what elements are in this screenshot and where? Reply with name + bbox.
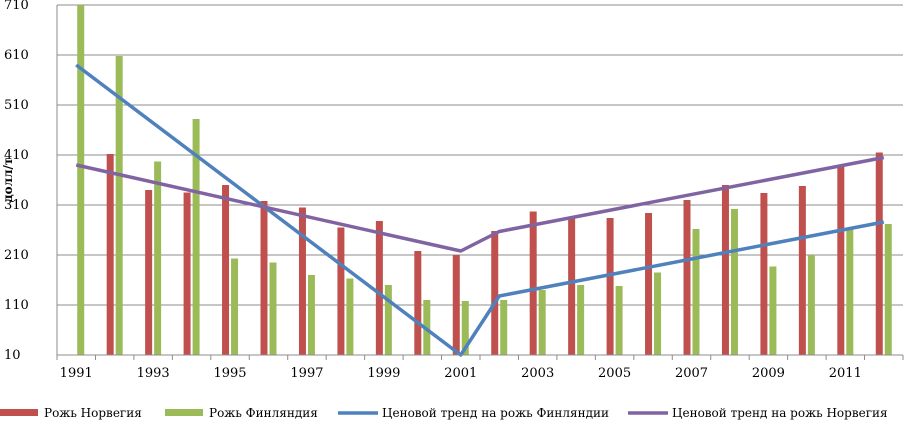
bar-finland (384, 285, 392, 355)
bar-finland (231, 258, 239, 355)
bar-layer (77, 5, 892, 355)
bar-finland (846, 228, 854, 355)
bar-finland (769, 266, 777, 355)
bar-norway (183, 192, 191, 355)
bar-norway (106, 154, 114, 355)
x-tick-label: 2009 (752, 366, 785, 381)
x-tick-label: 2005 (598, 366, 631, 381)
x-tick-label: 1993 (137, 366, 170, 381)
bar-finland (538, 290, 546, 355)
bar-finland (461, 301, 469, 355)
legend-label: Ценовой тренд на рожь Финляндии (382, 406, 609, 420)
legend-swatch (0, 409, 38, 416)
bar-norway (837, 165, 845, 355)
bar-norway (375, 221, 383, 355)
legend-swatch (165, 409, 203, 416)
bar-finland (269, 262, 277, 355)
x-tick-label: 1999 (367, 366, 400, 381)
bar-finland (154, 161, 162, 355)
bar-finland (500, 300, 508, 355)
bar-norway (222, 185, 230, 355)
bar-finland (615, 286, 623, 355)
legend-label: Ценовой тренд на рожь Норвегия (672, 406, 888, 420)
bar-norway (606, 218, 614, 355)
bar-finland (730, 209, 738, 355)
bar-norway (760, 193, 768, 355)
x-tick-label: 2007 (675, 366, 708, 381)
bar-norway (645, 213, 653, 355)
bar-norway (798, 186, 806, 355)
line-layer (75, 63, 885, 357)
y-tick-label: 110 (4, 298, 29, 313)
bar-norway (337, 227, 345, 355)
bar-norway (260, 201, 268, 355)
y-axis-label: долл/т (1, 158, 15, 203)
trend-line-norway (75, 155, 885, 253)
x-tick-label: 1991 (60, 366, 93, 381)
bar-finland (654, 272, 662, 355)
x-tick-label: 2001 (444, 366, 477, 381)
bar-finland (884, 224, 892, 355)
y-tick-label: 510 (4, 98, 29, 113)
legend: Рожь Норвегия Рожь Финляндия Ценовой тренд… (0, 406, 888, 420)
bar-norway (145, 190, 153, 355)
bar-finland (346, 278, 354, 355)
bar-norway (568, 216, 576, 355)
y-tick-label: 10 (4, 348, 21, 363)
bar-finland (692, 229, 700, 355)
bar-norway (875, 152, 883, 355)
bar-norway (683, 200, 691, 355)
y-tick-label: 410 (4, 148, 29, 163)
x-tick-label: 2011 (829, 366, 862, 381)
bar-finland (307, 275, 315, 355)
bar-finland (577, 285, 585, 355)
bar-norway (491, 231, 499, 355)
bar-finland (115, 56, 123, 355)
bar-norway (529, 211, 537, 355)
bar-finland (77, 5, 85, 355)
axis-layer: 10 110 210 310 410 510 610 710 1991 1993 1995 1997 1… (4, 0, 904, 381)
x-tick-label: 1995 (213, 366, 246, 381)
bar-norway (721, 185, 729, 355)
y-tick-label: 610 (4, 48, 29, 63)
x-tick-label: 1997 (290, 366, 323, 381)
bar-finland (807, 255, 815, 355)
bar-norway (414, 251, 422, 355)
legend-label: Рожь Норвегия (44, 406, 142, 420)
trend-line-finland (75, 63, 885, 357)
x-tick-label: 2003 (521, 366, 554, 381)
y-tick-label: 210 (4, 248, 29, 263)
bar-finland (192, 119, 200, 355)
y-tick-label: 310 (4, 198, 29, 213)
bar-norway (452, 255, 460, 355)
legend-label: Рожь Финляндия (209, 406, 318, 420)
y-tick-label: 710 (4, 0, 29, 13)
bar-norway (298, 207, 306, 355)
